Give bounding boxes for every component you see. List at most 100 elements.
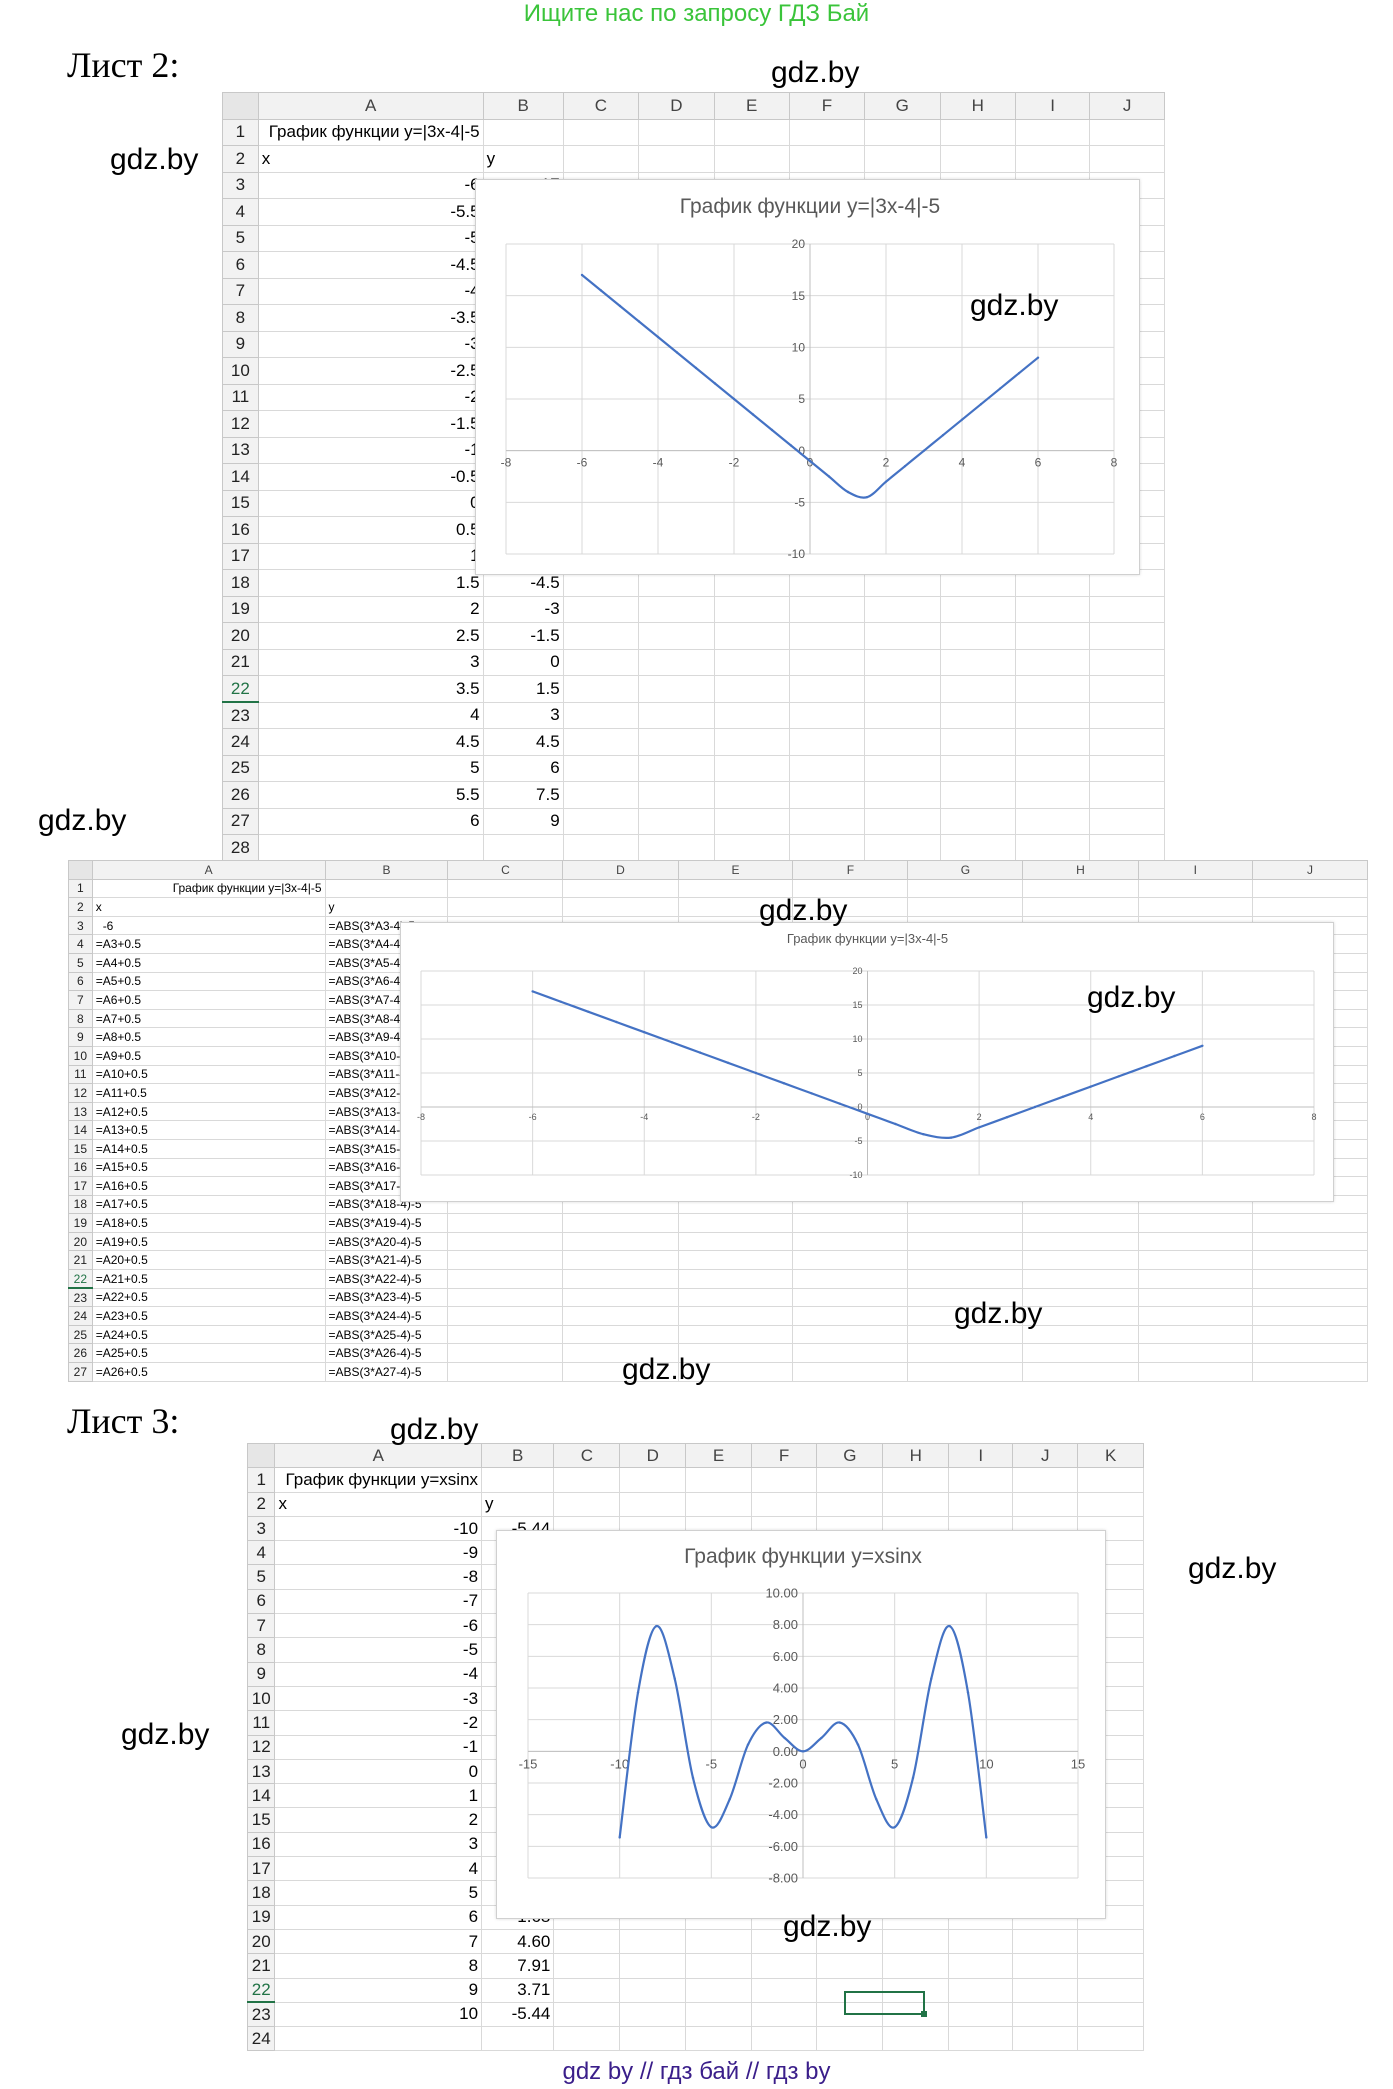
cell-empty[interactable]: [638, 622, 715, 650]
cell-empty[interactable]: [1077, 1491, 1144, 1517]
cell-a[interactable]: -10: [274, 1515, 483, 1542]
cell-empty[interactable]: [788, 648, 865, 676]
cell-empty[interactable]: [1022, 878, 1139, 899]
cell-empty[interactable]: [638, 675, 715, 703]
cell-empty[interactable]: [553, 1977, 621, 2003]
cell-a[interactable]: График функции y=xsinx: [274, 1467, 483, 1493]
cell-empty[interactable]: [788, 622, 865, 650]
column-header-f[interactable]: F: [788, 92, 865, 120]
cell-empty[interactable]: [1015, 648, 1091, 676]
cell-a[interactable]: =A9+0.5: [91, 1045, 326, 1066]
cell-empty[interactable]: [638, 595, 715, 623]
row-header[interactable]: 24: [68, 1306, 93, 1326]
cell-empty[interactable]: [447, 1213, 564, 1233]
cell-a[interactable]: =A14+0.5: [91, 1138, 326, 1159]
cell-empty[interactable]: [863, 754, 941, 782]
cell-empty[interactable]: [788, 754, 865, 782]
cell-empty[interactable]: [619, 2026, 687, 2052]
cell-b[interactable]: [481, 1467, 555, 1493]
column-header-b[interactable]: B: [482, 92, 564, 120]
column-header-j[interactable]: J: [1012, 1443, 1079, 1469]
cell-empty[interactable]: [948, 2001, 1014, 2028]
cell-a[interactable]: -6: [91, 915, 326, 936]
cell-empty[interactable]: [1022, 1362, 1139, 1382]
cell-b[interactable]: 7.91: [481, 1953, 555, 1979]
row-header[interactable]: 14: [68, 1120, 93, 1140]
select-all-corner[interactable]: [68, 860, 93, 880]
cell-a[interactable]: 4: [274, 1856, 483, 1882]
cell-empty[interactable]: [638, 781, 715, 809]
cell-empty[interactable]: [447, 1306, 564, 1326]
cell-empty[interactable]: [1022, 1250, 1139, 1271]
cell-empty[interactable]: [1015, 701, 1091, 729]
cell-empty[interactable]: [713, 728, 790, 756]
row-header[interactable]: 11: [247, 1710, 276, 1736]
cell-a[interactable]: 4: [257, 701, 484, 729]
cell-empty[interactable]: [939, 622, 1017, 650]
row-header[interactable]: 23: [247, 2001, 276, 2028]
row-header[interactable]: 20: [247, 1928, 276, 1955]
cell-empty[interactable]: [1015, 622, 1091, 650]
row-header[interactable]: 1: [68, 878, 93, 899]
cell-a[interactable]: x: [274, 1491, 483, 1517]
cell-empty[interactable]: [638, 754, 715, 782]
cell-empty[interactable]: [1252, 1231, 1368, 1252]
cell-empty[interactable]: [713, 145, 790, 173]
cell-a[interactable]: 0: [274, 1758, 483, 1785]
cell-empty[interactable]: [447, 1269, 564, 1289]
cell-empty[interactable]: [1252, 1250, 1368, 1271]
row-header[interactable]: 22: [68, 1269, 93, 1290]
row-header[interactable]: 9: [247, 1661, 276, 1687]
footer-links[interactable]: gdz by // гдз бай // гдз by: [562, 2058, 831, 2085]
cell-empty[interactable]: [816, 1928, 884, 1955]
cell-empty[interactable]: [750, 1928, 818, 1955]
column-header-g[interactable]: G: [907, 860, 1024, 880]
column-header-d[interactable]: D: [562, 860, 679, 880]
cell-empty[interactable]: [948, 2026, 1014, 2052]
row-header[interactable]: 3: [247, 1515, 276, 1542]
cell-empty[interactable]: [907, 1213, 1024, 1233]
cell-b[interactable]: -3: [482, 595, 564, 623]
column-header-a[interactable]: A: [91, 860, 326, 880]
cell-empty[interactable]: [788, 781, 865, 809]
cell-a[interactable]: =A13+0.5: [91, 1120, 326, 1140]
cell-empty[interactable]: [1077, 1953, 1144, 1979]
cell-empty[interactable]: [713, 834, 790, 860]
cell-a[interactable]: =A10+0.5: [91, 1064, 326, 1085]
cell-empty[interactable]: [638, 145, 715, 173]
select-all-corner[interactable]: [222, 92, 259, 120]
cell-empty[interactable]: [750, 1953, 818, 1979]
cell-empty[interactable]: [553, 2026, 621, 2052]
cell-empty[interactable]: [1022, 1269, 1139, 1289]
cell-b[interactable]: 1.5: [482, 675, 564, 703]
cell-empty[interactable]: [562, 675, 640, 703]
cell-empty[interactable]: [1252, 1306, 1368, 1326]
column-header-i[interactable]: I: [1015, 92, 1091, 120]
cell-empty[interactable]: [619, 1953, 687, 1979]
cell-empty[interactable]: [1089, 595, 1165, 623]
row-header[interactable]: 13: [68, 1101, 93, 1122]
cell-a[interactable]: [257, 834, 484, 860]
cell-empty[interactable]: [1089, 728, 1165, 756]
cell-empty[interactable]: [1252, 1362, 1368, 1382]
chart-abs-formulas[interactable]: График функции y=|3x-4|-5 -8 -6 -4 -2 0 2 4 6 8 20…: [400, 922, 1334, 1202]
cell-empty[interactable]: [562, 1231, 679, 1252]
cell-a[interactable]: -2: [274, 1710, 483, 1736]
cell-empty[interactable]: [713, 701, 790, 729]
cell-empty[interactable]: [1252, 1324, 1368, 1345]
cell-empty[interactable]: [882, 2026, 950, 2052]
cell-empty[interactable]: [1077, 1977, 1144, 2003]
cell-empty[interactable]: [1089, 675, 1165, 703]
cell-empty[interactable]: [677, 1306, 794, 1326]
cell-empty[interactable]: [939, 834, 1017, 860]
cell-empty[interactable]: [1077, 2001, 1144, 2028]
cell-a[interactable]: -6: [257, 171, 484, 199]
cell-b[interactable]: =ABS(3*A27-4)-5: [324, 1362, 449, 1382]
cell-a[interactable]: =A25+0.5: [91, 1343, 326, 1364]
row-header[interactable]: 8: [222, 304, 259, 332]
cell-b[interactable]: 4.60: [481, 1928, 555, 1955]
cell-a[interactable]: 0.5: [257, 516, 484, 544]
cell-a[interactable]: 5.5: [257, 781, 484, 809]
cell-a[interactable]: 8: [274, 1953, 483, 1979]
cell-empty[interactable]: [882, 1467, 950, 1493]
